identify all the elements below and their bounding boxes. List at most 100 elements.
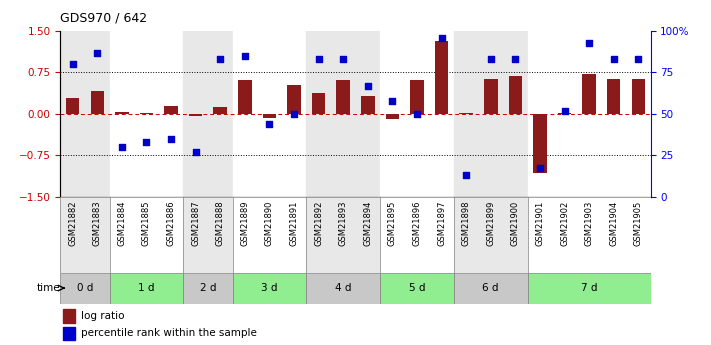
Point	[461, 172, 472, 178]
Text: 2 d: 2 d	[200, 283, 216, 293]
Text: 3 d: 3 d	[261, 283, 278, 293]
Text: GSM21887: GSM21887	[191, 200, 201, 246]
Bar	[238, 80, 252, 114]
Point	[166, 136, 177, 141]
Bar	[528, 197, 651, 273]
Text: GSM21888: GSM21888	[215, 200, 225, 246]
Point	[633, 57, 644, 62]
Point	[289, 111, 300, 117]
Bar	[232, 197, 306, 273]
Text: GSM21894: GSM21894	[363, 200, 373, 246]
Text: GSM21895: GSM21895	[388, 200, 397, 246]
Bar	[183, 31, 232, 197]
Text: GSM21897: GSM21897	[437, 200, 446, 246]
Text: GSM21893: GSM21893	[338, 200, 348, 246]
Point	[584, 40, 595, 46]
Bar	[115, 112, 129, 114]
Bar	[189, 114, 203, 116]
Point	[559, 108, 570, 113]
Bar	[109, 273, 183, 304]
Point	[116, 144, 127, 150]
Point	[92, 50, 103, 55]
Text: GSM21885: GSM21885	[142, 200, 151, 246]
Bar	[164, 106, 178, 114]
Text: log ratio: log ratio	[81, 311, 124, 321]
Text: 7 d: 7 d	[581, 283, 597, 293]
Point	[264, 121, 275, 127]
Text: GSM21899: GSM21899	[486, 200, 496, 246]
Text: GSM21889: GSM21889	[240, 200, 250, 246]
Text: GSM21898: GSM21898	[461, 200, 471, 246]
Bar	[306, 273, 380, 304]
Text: GSM21883: GSM21883	[93, 200, 102, 246]
Bar	[60, 197, 109, 273]
Bar	[533, 114, 547, 174]
Bar	[484, 79, 498, 114]
Bar	[582, 73, 596, 114]
Bar	[183, 273, 232, 304]
Bar	[454, 197, 528, 273]
Point	[313, 57, 324, 62]
Point	[608, 57, 619, 62]
Bar	[508, 76, 522, 114]
Bar	[60, 31, 109, 197]
Text: 0 d: 0 d	[77, 283, 93, 293]
Bar	[66, 98, 80, 114]
Bar	[410, 80, 424, 114]
Bar	[557, 113, 571, 114]
Bar	[454, 31, 528, 197]
Bar	[287, 85, 301, 114]
Text: percentile rank within the sample: percentile rank within the sample	[81, 328, 257, 338]
Bar	[380, 273, 454, 304]
Text: GSM21892: GSM21892	[314, 200, 323, 246]
Bar	[380, 197, 454, 273]
Bar	[631, 79, 645, 114]
Point	[190, 149, 201, 155]
Text: GSM21901: GSM21901	[535, 200, 545, 246]
Bar	[63, 309, 75, 323]
Bar	[109, 31, 183, 197]
Bar	[63, 327, 75, 340]
Bar	[306, 197, 380, 273]
Text: 4 d: 4 d	[335, 283, 351, 293]
Text: GSM21896: GSM21896	[412, 200, 422, 246]
Text: GSM21903: GSM21903	[584, 200, 594, 246]
Bar	[109, 197, 183, 273]
Text: GDS970 / 642: GDS970 / 642	[60, 11, 148, 24]
Bar	[607, 79, 621, 114]
Bar	[262, 114, 276, 118]
Bar	[306, 31, 380, 197]
Text: GSM21902: GSM21902	[560, 200, 569, 246]
Bar	[435, 41, 449, 114]
Bar	[361, 96, 375, 114]
Bar	[528, 273, 651, 304]
Bar	[183, 197, 232, 273]
Text: GSM21900: GSM21900	[510, 200, 520, 246]
Point	[436, 35, 447, 40]
Bar	[312, 93, 326, 114]
Bar	[90, 91, 104, 114]
Point	[510, 57, 521, 62]
Point	[362, 83, 373, 88]
Bar	[528, 31, 651, 197]
Bar	[140, 113, 154, 114]
Text: GSM21886: GSM21886	[166, 200, 176, 246]
Text: 5 d: 5 d	[409, 283, 425, 293]
Bar	[232, 273, 306, 304]
Point	[411, 111, 422, 117]
Bar	[454, 273, 528, 304]
Text: time: time	[37, 283, 60, 293]
Point	[338, 57, 349, 62]
Point	[215, 57, 226, 62]
Text: GSM21904: GSM21904	[609, 200, 618, 246]
Text: 1 d: 1 d	[138, 283, 155, 293]
Text: GSM21882: GSM21882	[68, 200, 77, 246]
Point	[534, 166, 545, 171]
Text: GSM21891: GSM21891	[289, 200, 299, 246]
Text: 6 d: 6 d	[483, 283, 499, 293]
Bar	[385, 114, 399, 119]
Bar	[60, 273, 109, 304]
Bar	[336, 80, 350, 114]
Point	[67, 61, 78, 67]
Bar	[232, 31, 306, 197]
